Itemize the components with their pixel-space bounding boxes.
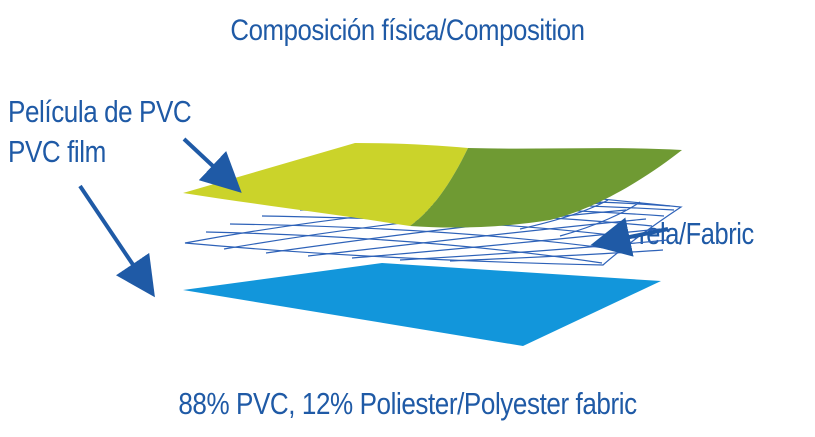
composition-footer: 88% PVC, 12% Poliester/Polyester fabric (178, 386, 637, 421)
top-pvc-film-layer-light (183, 143, 468, 226)
diagram-title: Composición física/Composition (230, 14, 585, 47)
bottom-pvc-film-layer (183, 263, 661, 346)
top-pvc-film-layer-dark (410, 148, 682, 228)
fabric-arrow (590, 217, 669, 257)
pvc-film-label-en: PVC film (8, 134, 106, 169)
pvc-film-top-arrow (182, 137, 242, 193)
pvc-film-bottom-arrow (78, 184, 155, 298)
pvc-film-label-es: Película de PVC (8, 94, 192, 129)
